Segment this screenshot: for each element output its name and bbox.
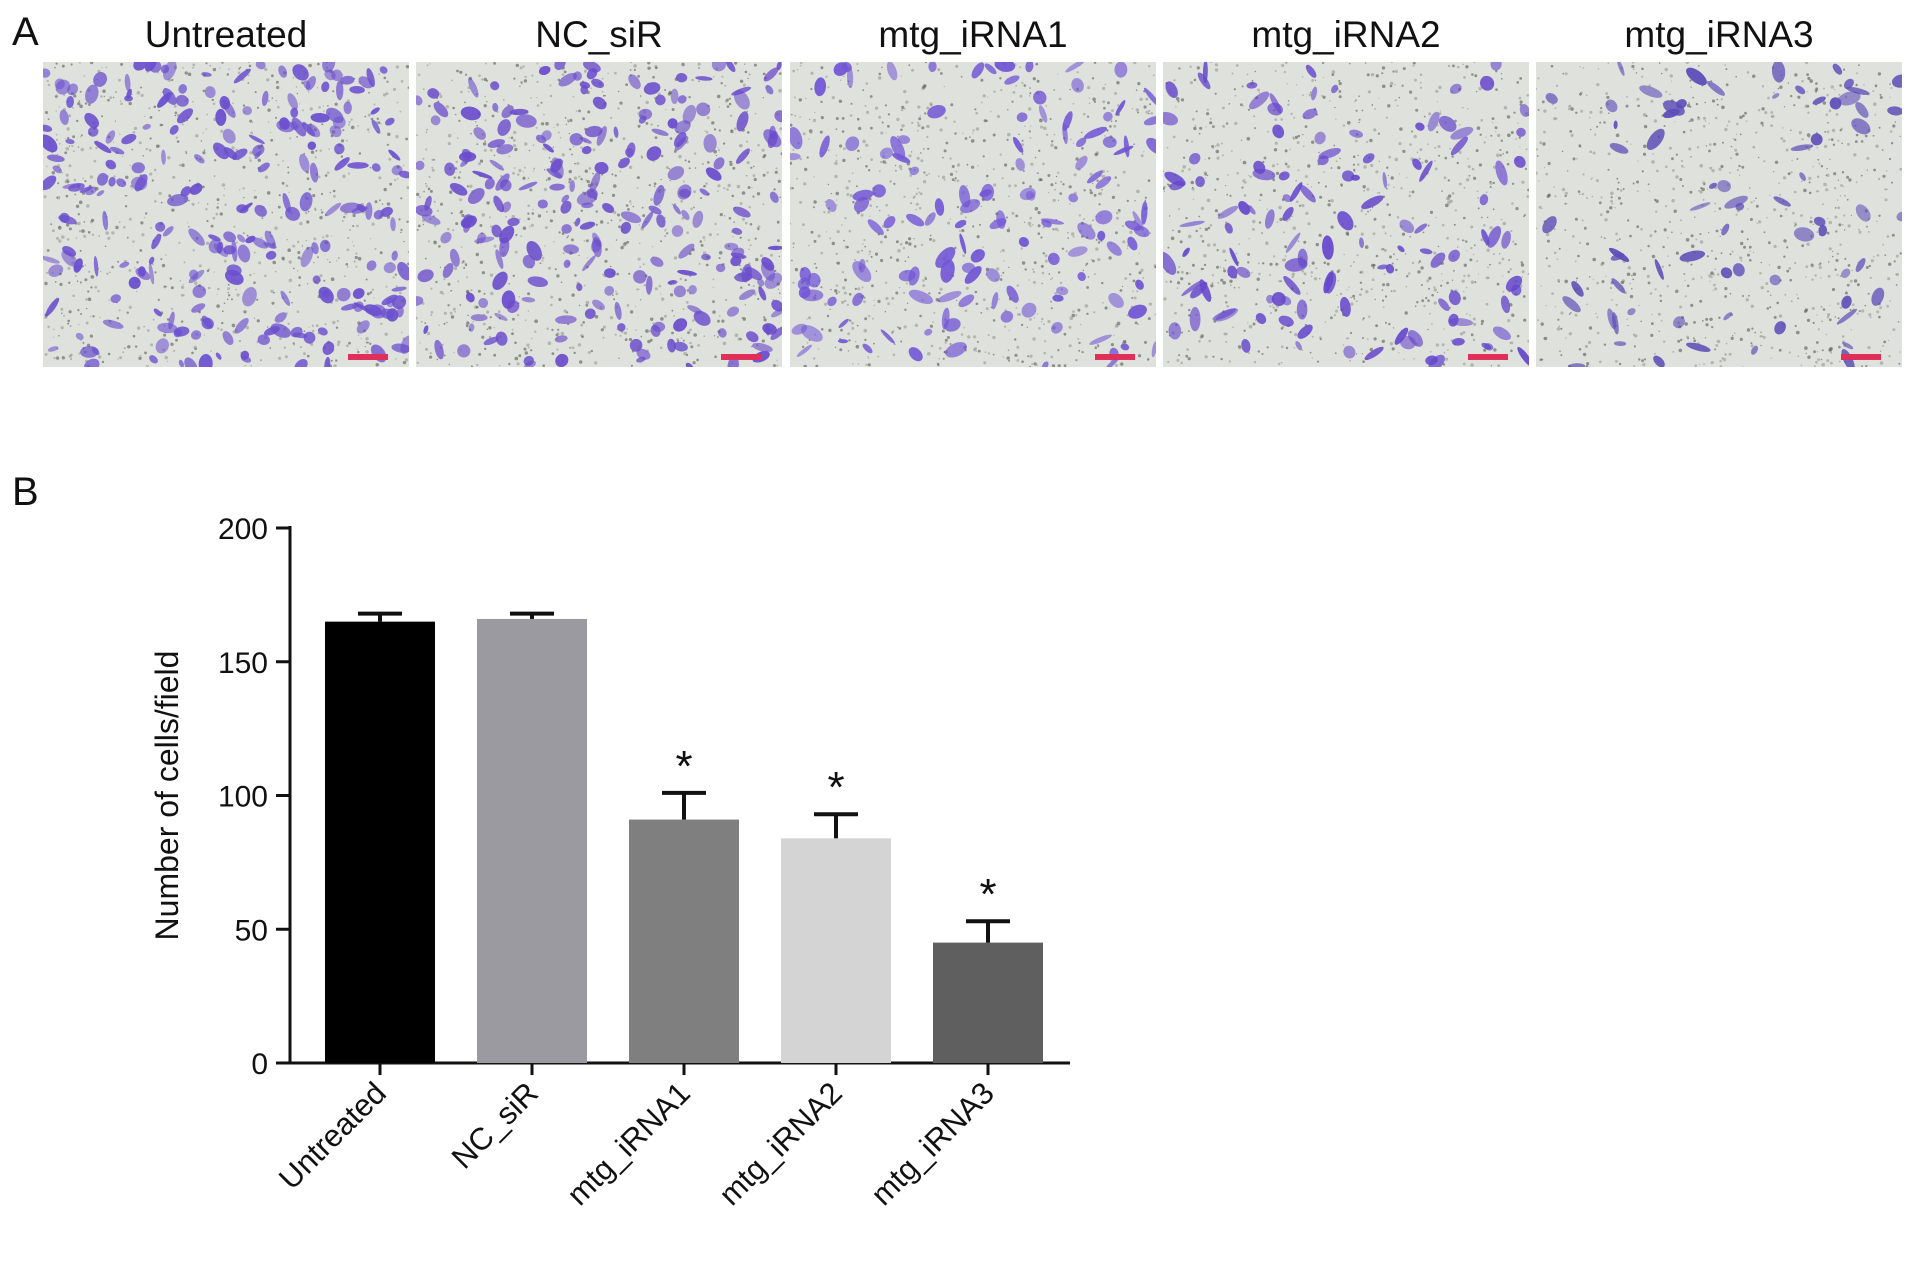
significance-marker: * <box>827 763 844 812</box>
panel-b-letter: B <box>12 470 39 514</box>
membrane-pores-texture <box>1536 62 1902 367</box>
scale-bar <box>348 354 388 360</box>
micrograph-nc-sir <box>416 62 782 367</box>
bar <box>933 942 1043 1063</box>
x-tick-label: mtg_iRNA2 <box>712 1075 849 1212</box>
scale-bar <box>1468 354 1508 360</box>
scale-bar <box>721 354 761 360</box>
y-axis-label: Number of cells/field <box>149 651 185 941</box>
y-tick-label: 0 <box>251 1048 268 1081</box>
micrograph-label-nc-sir: NC_siR <box>535 14 663 55</box>
stained-cells <box>1163 62 1529 367</box>
significance-marker: * <box>979 870 996 919</box>
micrograph-label-mtg-irna3: mtg_iRNA3 <box>1624 14 1814 55</box>
stained-cells <box>1542 62 1902 367</box>
y-tick-label: 200 <box>218 513 268 546</box>
micrograph-mtg-irna1 <box>790 62 1156 367</box>
stained-cells <box>43 62 409 367</box>
bar <box>781 838 891 1063</box>
micrograph-untreated <box>43 62 409 367</box>
x-tick-label: Untreated <box>272 1075 393 1196</box>
micrograph-mtg-irna3 <box>1536 62 1902 367</box>
significance-marker: * <box>675 742 692 791</box>
x-tick-label: mtg_iRNA1 <box>560 1075 697 1212</box>
panel-a-letter: A <box>12 10 39 54</box>
micrograph-label-mtg-irna1: mtg_iRNA1 <box>878 14 1068 55</box>
micrograph-mtg-irna2 <box>1163 62 1529 367</box>
bar <box>477 618 587 1063</box>
y-tick-label: 100 <box>218 781 268 814</box>
scale-bar <box>1095 354 1135 360</box>
y-tick-label: 50 <box>235 914 268 947</box>
bar <box>325 621 435 1063</box>
stained-cells <box>790 62 1156 367</box>
bar <box>629 819 739 1063</box>
x-tick-label: NC_siR <box>445 1075 545 1175</box>
micrograph-label-mtg-irna2: mtg_iRNA2 <box>1251 14 1441 55</box>
scale-bar <box>1841 354 1881 360</box>
x-tick-label: mtg_iRNA3 <box>864 1075 1001 1212</box>
membrane-pores-texture <box>416 62 782 367</box>
stained-cells <box>416 62 782 367</box>
micrograph-label-untreated: Untreated <box>144 14 308 55</box>
y-tick-label: 150 <box>218 647 268 680</box>
